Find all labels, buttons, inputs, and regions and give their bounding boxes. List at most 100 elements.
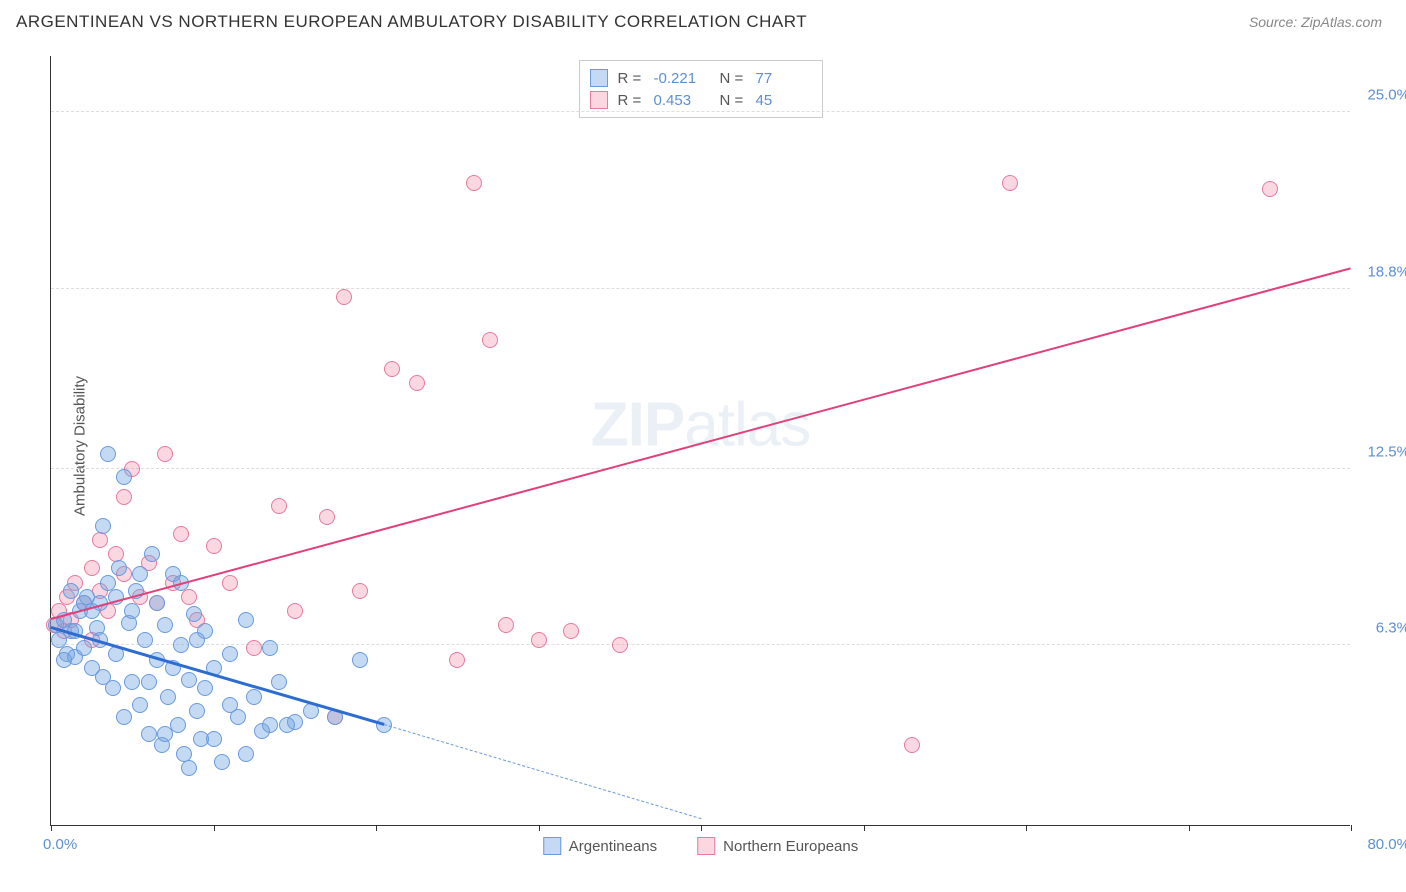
data-point	[904, 737, 920, 753]
watermark: ZIPatlas	[591, 390, 810, 461]
n-label: N =	[720, 92, 746, 109]
data-point	[197, 680, 213, 696]
y-tick-label: 25.0%	[1367, 87, 1406, 104]
data-point	[84, 560, 100, 576]
data-point	[222, 646, 238, 662]
data-point	[319, 509, 335, 525]
stats-row-argentineans: R = -0.221 N = 77	[590, 67, 812, 89]
legend-item-argentineans: Argentineans	[543, 837, 657, 855]
x-tick	[376, 825, 377, 831]
chart-title: ARGENTINEAN VS NORTHERN EUROPEAN AMBULAT…	[16, 12, 807, 32]
data-point	[76, 640, 92, 656]
data-point	[246, 689, 262, 705]
x-tick	[1189, 825, 1190, 831]
swatch-argentineans	[543, 837, 561, 855]
r-label: R =	[618, 92, 644, 109]
gridline	[51, 288, 1350, 289]
r-value: 0.453	[654, 92, 710, 109]
data-point	[141, 674, 157, 690]
y-tick-label: 6.3%	[1376, 620, 1406, 637]
data-point	[262, 717, 278, 733]
data-point	[238, 612, 254, 628]
data-point	[137, 632, 153, 648]
data-point	[181, 589, 197, 605]
data-point	[563, 623, 579, 639]
data-point	[262, 640, 278, 656]
data-point	[246, 640, 262, 656]
data-point	[181, 760, 197, 776]
n-value: 77	[756, 70, 812, 87]
data-point	[95, 518, 111, 534]
x-tick	[214, 825, 215, 831]
swatch-northern-europeans	[590, 91, 608, 109]
data-point	[157, 726, 173, 742]
data-point	[271, 674, 287, 690]
x-tick	[864, 825, 865, 831]
data-point	[173, 637, 189, 653]
data-point	[1002, 175, 1018, 191]
data-point	[189, 632, 205, 648]
data-point	[100, 446, 116, 462]
x-axis-max-label: 80.0%	[1367, 836, 1406, 853]
data-point	[56, 652, 72, 668]
data-point	[132, 697, 148, 713]
x-tick	[1026, 825, 1027, 831]
gridline	[51, 111, 1350, 112]
x-tick	[539, 825, 540, 831]
data-point	[279, 717, 295, 733]
data-point	[105, 680, 121, 696]
data-point	[157, 617, 173, 633]
data-point	[116, 709, 132, 725]
data-point	[287, 603, 303, 619]
legend-label: Argentineans	[569, 838, 657, 855]
legend-item-northern-europeans: Northern Europeans	[697, 837, 858, 855]
data-point	[157, 446, 173, 462]
x-tick	[701, 825, 702, 831]
data-point	[206, 538, 222, 554]
y-tick-label: 12.5%	[1367, 443, 1406, 460]
x-axis-min-label: 0.0%	[43, 836, 77, 853]
data-point	[498, 617, 514, 633]
trend-line-extrapolated	[384, 724, 701, 819]
data-point	[141, 726, 157, 742]
trend-line	[51, 267, 1352, 620]
data-point	[238, 746, 254, 762]
source-attribution: Source: ZipAtlas.com	[1249, 14, 1382, 30]
data-point	[124, 674, 140, 690]
stats-legend-box: R = -0.221 N = 77 R = 0.453 N = 45	[579, 60, 823, 118]
data-point	[149, 595, 165, 611]
r-label: R =	[618, 70, 644, 87]
gridline	[51, 468, 1350, 469]
n-label: N =	[720, 70, 746, 87]
data-point	[116, 469, 132, 485]
data-point	[482, 332, 498, 348]
data-point	[409, 375, 425, 391]
series-legend: Argentineans Northern Europeans	[543, 837, 859, 855]
data-point	[206, 731, 222, 747]
data-point	[352, 583, 368, 599]
data-point	[352, 652, 368, 668]
x-tick	[51, 825, 52, 831]
data-point	[189, 703, 205, 719]
data-point	[111, 560, 127, 576]
legend-label: Northern Europeans	[723, 838, 858, 855]
data-point	[531, 632, 547, 648]
data-point	[222, 697, 238, 713]
data-point	[466, 175, 482, 191]
data-point	[612, 637, 628, 653]
data-point	[132, 566, 148, 582]
stats-row-northern-europeans: R = 0.453 N = 45	[590, 89, 812, 111]
data-point	[116, 489, 132, 505]
data-point	[63, 583, 79, 599]
data-point	[160, 689, 176, 705]
y-tick-label: 18.8%	[1367, 263, 1406, 280]
r-value: -0.221	[654, 70, 710, 87]
x-tick	[1351, 825, 1352, 831]
data-point	[271, 498, 287, 514]
data-point	[124, 603, 140, 619]
chart-plot-area: ZIPatlas R = -0.221 N = 77 R = 0.453 N =…	[50, 56, 1350, 826]
data-point	[222, 575, 238, 591]
data-point	[186, 606, 202, 622]
n-value: 45	[756, 92, 812, 109]
data-point	[173, 526, 189, 542]
